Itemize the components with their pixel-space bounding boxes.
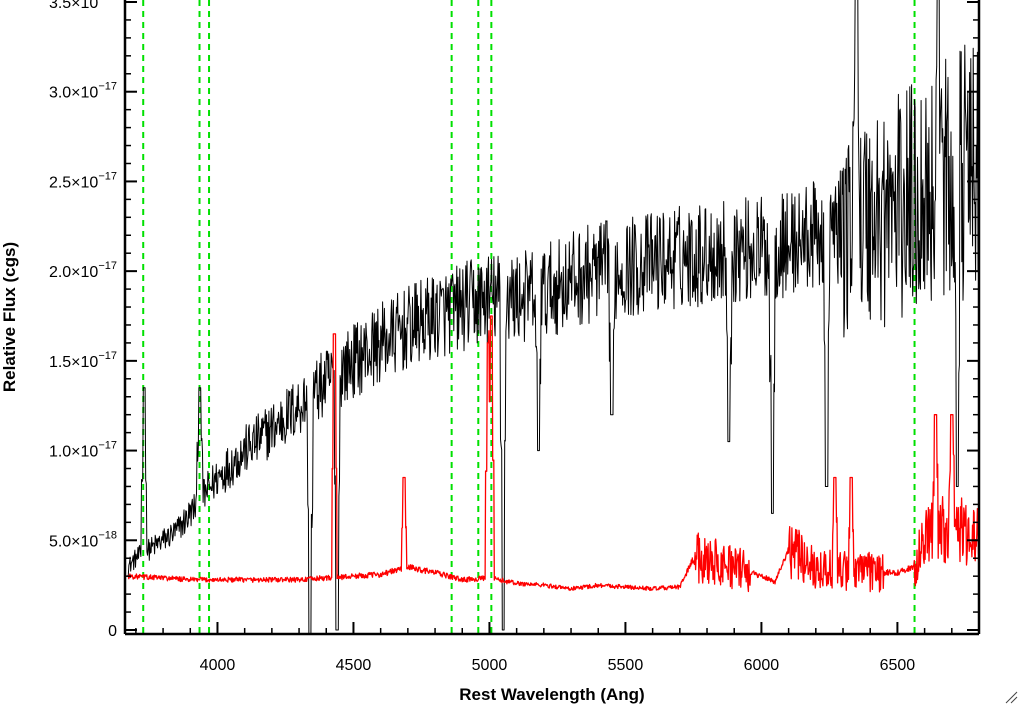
resize-grip-icon[interactable] [1004,690,1018,704]
y-axis-title: Relative Flux (cgs) [0,242,19,392]
axes [123,0,981,636]
x-tick-label: 4000 [200,657,236,674]
y-tick-label: 3.0×10−17 [49,81,117,102]
y-tick-label: 1.0×10−17 [49,440,117,461]
y-tick-label: 1.5×10−17 [49,350,117,371]
y-tick-label: 2.5×10−17 [49,170,117,191]
y-tick-label: 3.5×10−17 [49,0,117,12]
x-axis-title: Rest Wavelength (Ang) [459,685,644,704]
ticks: 4000 4500 5000 5500 6000 6500 0 5.0×10−18 1.0×10… [49,0,980,674]
y-tick-label: 5.0×10−18 [49,529,117,550]
x-tick-label: 5000 [472,657,508,674]
reference-lines [142,0,916,634]
x-tick-label: 4500 [336,657,372,674]
y-tick-label: 2.0×10−17 [49,260,117,281]
x-tick-label: 6000 [744,657,780,674]
series-line-1 [127,315,979,593]
x-tick-label: 6500 [880,657,916,674]
y-tick-label: 0 [108,623,117,640]
series-line-0 [127,0,979,634]
x-tick-label: 5500 [608,657,644,674]
series-layer [127,0,979,634]
